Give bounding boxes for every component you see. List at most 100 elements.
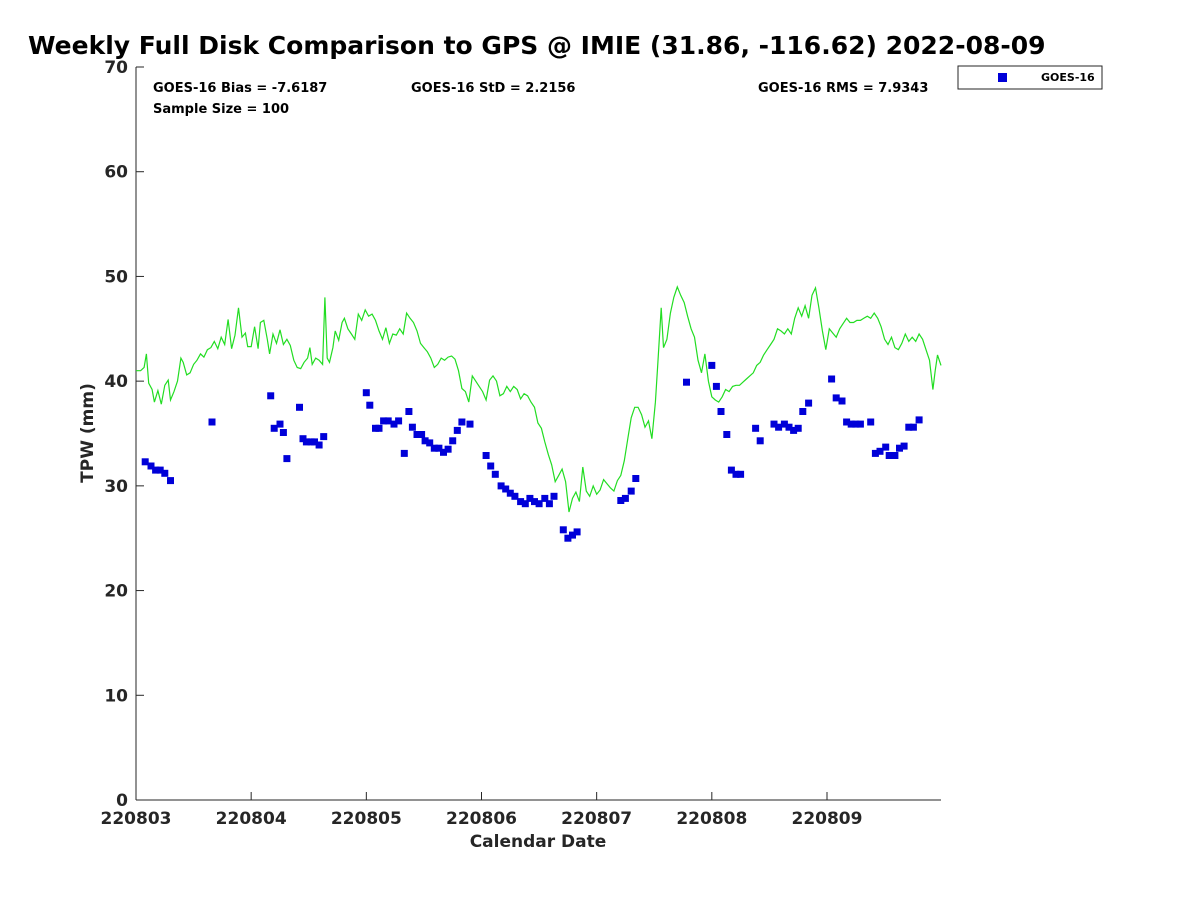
goes16-point [632,475,640,482]
goes16-point [208,418,216,426]
y-tick-label: 10 [104,686,128,706]
y-tick-label: 60 [104,163,128,183]
goes16-point [756,437,764,445]
goes16-point [141,458,149,466]
goes16-point [147,462,155,470]
goes16-point [267,392,275,400]
bias-stat: GOES-16 Bias = -7.6187 [153,81,327,96]
plot-area [135,67,941,801]
goes16-point [302,438,310,446]
goes16-point [453,426,461,434]
sample-size-stat: Sample Size = 100 [153,102,289,117]
legend-label: GOES-16 [1041,71,1095,84]
goes16-point [400,449,408,457]
goes16-point [780,420,788,428]
legend-marker [998,73,1007,82]
goes16-point [435,444,443,452]
goes16-point [497,482,505,490]
x-ticks: 220803 220804 220805 220806 220807 220808 2208… [101,792,862,829]
goes16-point [531,498,538,506]
goes16-point [723,431,731,438]
goes16-point [502,485,510,493]
goes16-point [482,452,490,459]
goes16-point [384,417,392,425]
goes16-point [395,417,403,425]
goes16-point [885,452,893,459]
goes16-point [732,470,740,478]
goes16-point [458,418,466,426]
goes16-point [449,437,457,445]
goes16-point [799,408,807,415]
goes16-point [905,423,913,431]
goes16-point [421,437,429,445]
goes16-point [843,418,851,426]
goes16-point [737,470,745,478]
goes16-point [785,423,793,431]
x-tick-label: 220803 [101,809,172,829]
goes16-point [296,403,303,411]
goes16-point [418,431,426,438]
goes16-point [511,492,519,500]
x-tick-label: 220805 [331,809,402,829]
goes16-point [276,420,284,428]
y-ticks: 0 10 20 30 40 50 60 70 [104,58,144,811]
goes16-point [413,431,421,438]
y-tick-label: 40 [104,372,128,392]
y-tick-label: 70 [104,58,128,78]
goes16-point [852,420,860,428]
goes16-point [621,494,629,502]
goes16-point [909,423,917,431]
goes16-point [535,500,543,508]
x-axis-label: Calendar Date [470,832,607,852]
goes16-point [717,408,725,415]
x-tick-label: 220809 [791,809,862,829]
goes16-point [770,420,778,428]
y-tick-label: 50 [104,267,128,287]
goes16-series [141,361,923,542]
goes16-point [426,439,434,447]
goes16-point [315,441,323,449]
goes16-point [311,438,318,446]
goes16-point [900,442,908,450]
chart-title: Weekly Full Disk Comparison to GPS @ IMI… [28,31,1046,60]
goes16-point [390,420,398,428]
goes16-point [521,500,529,508]
goes16-point [156,466,164,474]
goes16-point [847,420,855,428]
goes16-point [408,423,416,431]
std-stat: GOES-16 StD = 2.2156 [411,81,575,96]
goes16-point [430,444,438,452]
x-tick-label: 220804 [216,809,287,829]
goes16-point [867,418,875,426]
x-tick-label: 220808 [676,809,747,829]
goes16-point [683,378,690,386]
goes16-point [362,389,370,397]
goes16-point [491,470,499,478]
goes16-point [871,449,879,457]
goes16-point [559,526,567,534]
goes16-point [876,447,884,455]
goes16-point [708,361,716,369]
goes16-point [832,394,840,402]
goes16-point [915,416,923,424]
rms-stat: GOES-16 RMS = 7.9343 [758,81,928,96]
x-tick-label: 220806 [446,809,517,829]
goes16-point [752,424,760,432]
goes16-point [794,424,802,432]
goes16-point [569,531,576,539]
goes16-point [506,489,514,497]
goes16-point [712,382,720,390]
goes16-point [882,443,890,451]
goes16-point [279,429,287,436]
goes16-point [487,462,495,470]
goes16-point [896,444,903,452]
goes16-point [805,399,813,407]
y-tick-label: 0 [116,791,128,811]
goes16-point [270,424,278,432]
y-axis-label: TPW (mm) [78,383,98,483]
goes16-point [856,420,864,428]
goes16-point [828,375,836,383]
goes16-point [161,469,169,477]
goes16-point [550,492,558,500]
